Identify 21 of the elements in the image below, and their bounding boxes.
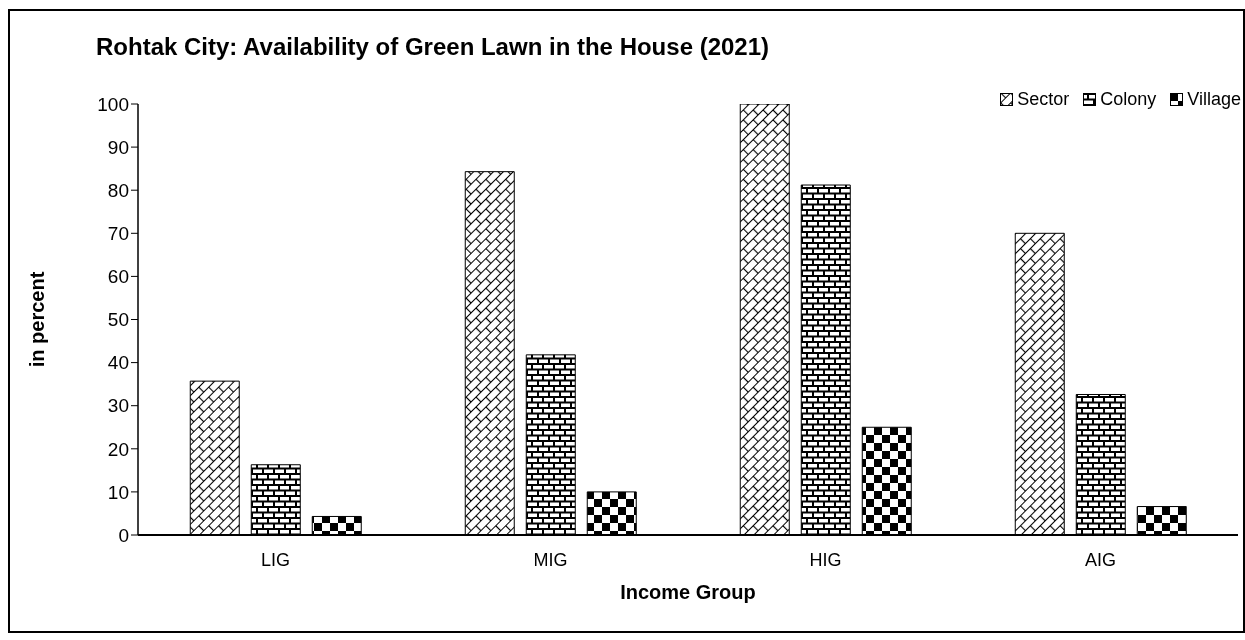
y-tick-label: 100 <box>97 93 129 115</box>
legend-label: Colony <box>1100 89 1157 110</box>
x-tick-label: AIG <box>1084 549 1117 570</box>
x-tick-label: LIG <box>260 549 291 570</box>
y-tick-label: 90 <box>107 136 129 158</box>
y-tick-label: 10 <box>107 481 129 503</box>
y-tick-label: 70 <box>107 223 129 245</box>
y-tick-label: 40 <box>107 352 129 374</box>
y-axis-title: in percent <box>26 271 49 368</box>
y-tick-label: 60 <box>107 266 129 288</box>
y-tick-label: 80 <box>107 179 129 201</box>
y-tick-label: 30 <box>107 395 129 417</box>
x-tick-label: HIG <box>809 549 842 570</box>
x-tick-label: MIG <box>533 549 568 570</box>
x-axis-title: Income Group <box>620 581 756 603</box>
y-tick-label: 0 <box>118 524 129 546</box>
y-tick-label: 20 <box>107 438 129 460</box>
legend-label: Village <box>1187 89 1241 110</box>
legend-label: Sector <box>1017 89 1070 110</box>
chart-title: Rohtak City: Availability of Green Lawn in the House (2021) <box>96 33 770 61</box>
y-tick-label: 50 <box>107 309 129 331</box>
